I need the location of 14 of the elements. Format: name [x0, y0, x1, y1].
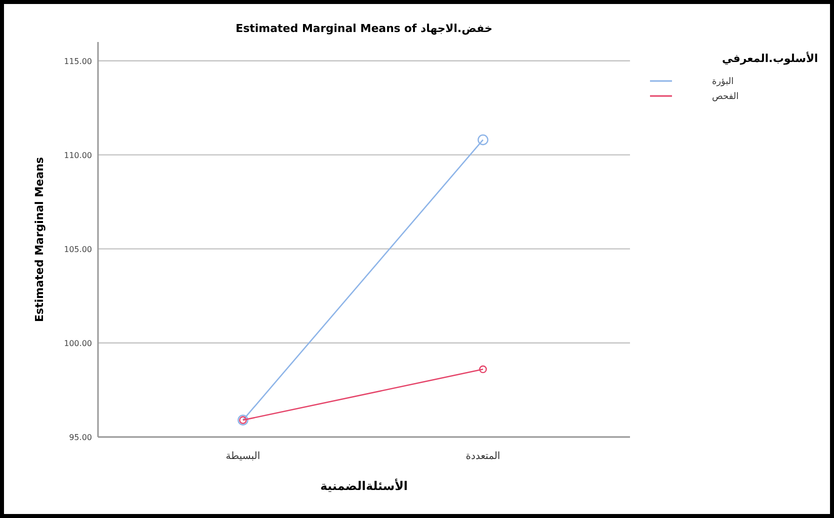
x-tick-label: المتعددة	[466, 451, 500, 462]
chart-title: Estimated Marginal Means of خفض.الاجهاد	[236, 22, 492, 35]
legend-title: الأسلوب.المعرفي	[722, 51, 818, 65]
point	[479, 365, 487, 374]
y-tick-label: 95.00	[69, 433, 92, 442]
y-tick-label: 115.00	[64, 56, 92, 66]
y-axis-title: Estimated Marginal Means	[33, 156, 46, 322]
point	[478, 134, 488, 146]
y-tick-label: 110.00	[64, 150, 92, 160]
legend: الأسلوب.المعرفي البؤرة الفحص	[650, 52, 818, 102]
x-tick-label: البسيطة	[226, 451, 260, 462]
y-tick-label: 105.00	[64, 244, 92, 254]
y-tick-label: 100.00	[64, 338, 92, 348]
x-axis-title: الأسئلةالضمنية	[320, 478, 408, 493]
